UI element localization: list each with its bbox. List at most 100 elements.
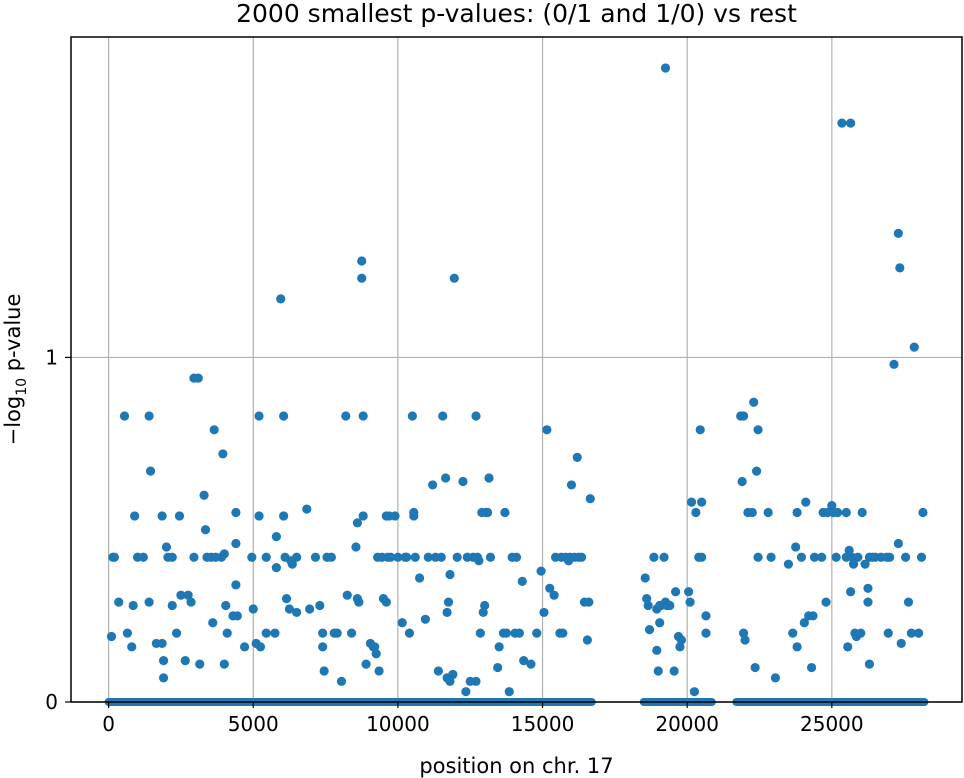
data-point [846, 587, 856, 597]
data-point [276, 294, 286, 304]
data-point [675, 642, 685, 652]
data-point [342, 590, 352, 600]
data-point [231, 580, 241, 590]
data-point [747, 507, 757, 518]
data-point [501, 628, 511, 638]
data-point [494, 642, 504, 652]
data-point [526, 659, 536, 669]
data-point [475, 628, 485, 638]
data-point [906, 628, 916, 638]
data-point [407, 411, 417, 421]
data-point [287, 559, 297, 569]
data-point [770, 673, 781, 683]
data-point [863, 583, 873, 593]
data-point [695, 425, 705, 435]
data-point [809, 552, 820, 562]
data-point [255, 642, 266, 652]
data-point [844, 545, 854, 555]
data-point [176, 590, 186, 600]
data-point [737, 476, 747, 487]
data-point [893, 228, 903, 238]
data-point [158, 656, 169, 666]
data-point [305, 604, 315, 614]
data-point [127, 642, 137, 652]
data-point [792, 642, 802, 652]
data-point [796, 552, 807, 562]
data-point [452, 552, 462, 562]
data-point [485, 552, 496, 562]
data-point [909, 342, 919, 352]
data-point [843, 642, 853, 652]
data-point [386, 552, 396, 562]
data-point [393, 552, 403, 562]
data-point [271, 532, 281, 542]
data-point [138, 552, 148, 562]
data-point [157, 511, 167, 521]
data-point [157, 638, 167, 649]
data-point [669, 666, 679, 676]
data-point [128, 600, 138, 611]
data-point [221, 600, 231, 611]
data-point [792, 507, 802, 518]
data-point [261, 552, 271, 562]
data-point [900, 552, 911, 562]
data-point [863, 597, 873, 607]
data-point [536, 566, 546, 576]
data-point [318, 628, 328, 638]
y-axis-label-prefix: −log [1, 396, 25, 446]
y-axis-label-subscript: 10 [14, 378, 30, 396]
data-point [114, 597, 124, 607]
data-point [860, 559, 870, 569]
data-point [493, 662, 503, 673]
data-point [381, 597, 391, 607]
data-point [122, 628, 133, 638]
data-point [701, 611, 711, 621]
data-point [504, 687, 514, 697]
data-point [284, 604, 295, 614]
x-axis-label: position on chr. 17 [419, 754, 613, 778]
data-point [219, 549, 229, 559]
data-point [542, 425, 552, 435]
data-point [817, 552, 827, 562]
data-point [848, 559, 859, 569]
chart-title: 2000 smallest p-values: (0/1 and 1/0) vs… [236, 0, 797, 28]
data-point [279, 411, 289, 421]
data-point [788, 628, 798, 638]
data-point [753, 552, 763, 562]
data-point [676, 635, 686, 645]
y-tick-label: 1 [45, 345, 58, 369]
data-point [549, 590, 559, 600]
data-point [471, 411, 481, 421]
data-point [701, 628, 711, 638]
data-point [361, 659, 371, 669]
data-point [572, 452, 582, 462]
data-point [914, 628, 924, 638]
data-point [248, 604, 258, 614]
data-point [514, 628, 524, 638]
data-point [671, 587, 681, 597]
data-point [442, 607, 452, 618]
data-point [219, 659, 229, 669]
data-point [916, 552, 927, 562]
data-point [180, 656, 190, 666]
data-point [208, 618, 218, 628]
data-point [401, 552, 412, 562]
data-point [833, 507, 843, 518]
data-point [801, 497, 811, 507]
data-point [351, 542, 361, 552]
data-point [254, 411, 264, 421]
data-point [436, 552, 446, 562]
data-point [189, 552, 199, 562]
data-point [354, 597, 364, 607]
data-point [292, 607, 302, 618]
data-point [655, 618, 665, 628]
data-point [390, 511, 400, 521]
data-point [478, 607, 488, 618]
data-point [370, 642, 380, 652]
data-point [318, 642, 328, 652]
data-point [738, 411, 749, 421]
data-points [104, 63, 929, 706]
data-point [740, 635, 750, 645]
data-point [566, 480, 577, 490]
